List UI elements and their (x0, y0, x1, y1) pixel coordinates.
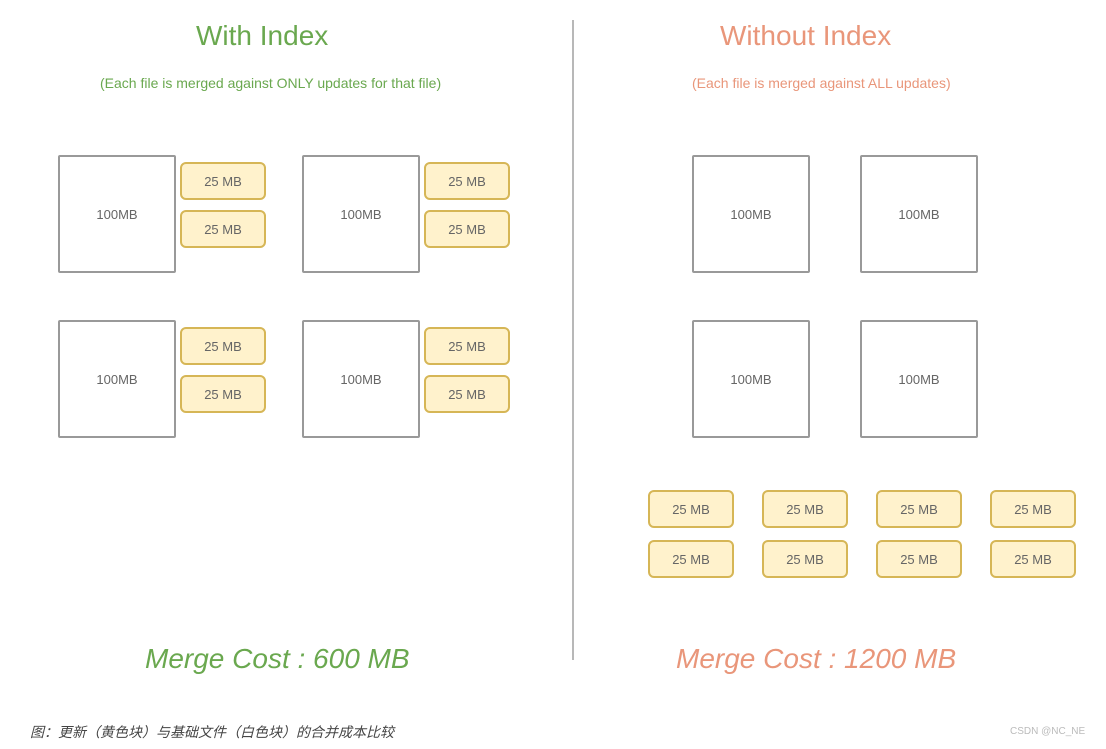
left-update-block: 25 MB (424, 327, 510, 365)
right-update-block: 25 MB (876, 540, 962, 578)
left-base-file: 100MB (58, 320, 176, 438)
watermark: CSDN @NC_NE (1010, 726, 1085, 737)
right-base-file: 100MB (860, 155, 978, 273)
right-merge-cost: Merge Cost : 1200 MB (676, 643, 956, 675)
right-base-file: 100MB (692, 155, 810, 273)
diagram-canvas: With Index (Each file is merged against … (0, 0, 1106, 749)
left-update-block: 25 MB (424, 375, 510, 413)
left-subtitle: (Each file is merged against ONLY update… (100, 75, 441, 91)
right-update-block: 25 MB (990, 490, 1076, 528)
right-update-block: 25 MB (762, 490, 848, 528)
right-update-block: 25 MB (990, 540, 1076, 578)
right-update-block: 25 MB (648, 490, 734, 528)
right-title: Without Index (720, 20, 891, 52)
right-base-file: 100MB (860, 320, 978, 438)
left-update-block: 25 MB (180, 210, 266, 248)
right-update-block: 25 MB (762, 540, 848, 578)
left-merge-cost: Merge Cost : 600 MB (145, 643, 410, 675)
vertical-divider (572, 20, 574, 660)
right-update-block: 25 MB (876, 490, 962, 528)
left-update-block: 25 MB (424, 162, 510, 200)
figure-caption: 图：更新（黄色块）与基础文件（白色块）的合并成本比较 (30, 722, 394, 742)
left-update-block: 25 MB (424, 210, 510, 248)
left-update-block: 25 MB (180, 327, 266, 365)
left-title: With Index (196, 20, 328, 52)
right-update-block: 25 MB (648, 540, 734, 578)
left-update-block: 25 MB (180, 375, 266, 413)
left-update-block: 25 MB (180, 162, 266, 200)
left-base-file: 100MB (58, 155, 176, 273)
left-base-file: 100MB (302, 155, 420, 273)
right-base-file: 100MB (692, 320, 810, 438)
right-subtitle: (Each file is merged against ALL updates… (692, 75, 951, 91)
left-base-file: 100MB (302, 320, 420, 438)
